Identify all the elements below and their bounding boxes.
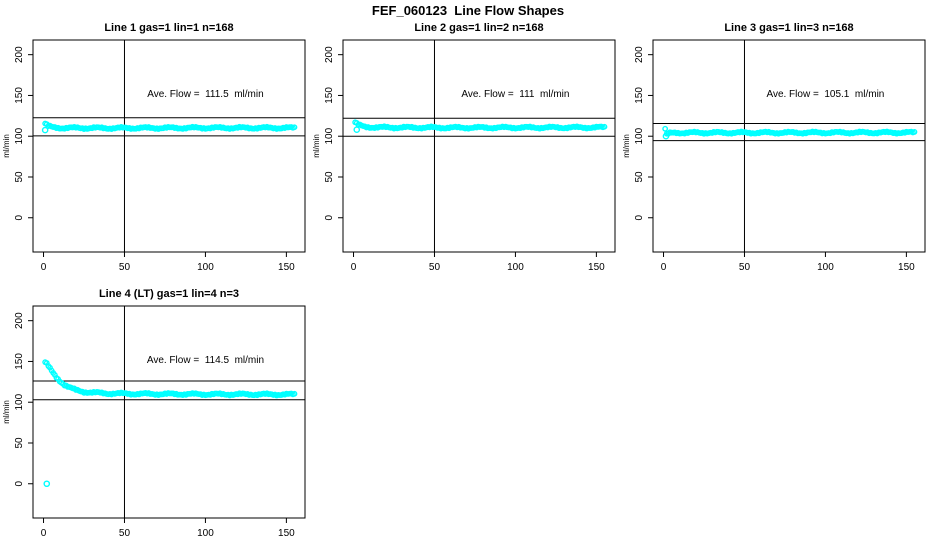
x-tick-label: 50	[119, 528, 131, 539]
y-axis-label: ml/min	[312, 134, 321, 158]
data-point	[291, 124, 298, 131]
y-tick-label: 50	[634, 171, 645, 183]
y-tick-label: 200	[324, 46, 335, 63]
y-tick-label: 0	[634, 215, 645, 221]
data-point	[291, 390, 298, 397]
x-tick-label: 50	[739, 262, 751, 273]
y-tick-label: 50	[14, 437, 25, 449]
y-tick-label: 50	[14, 171, 25, 183]
outlier-point	[353, 126, 361, 133]
panel-3-title: Line 3 gas=1 lin=3 n=168	[724, 22, 854, 34]
y-tick-label: 0	[14, 215, 25, 221]
axis-box	[652, 39, 926, 253]
x-tick-label: 100	[197, 262, 214, 273]
y-tick-label: 150	[14, 87, 25, 104]
avg-flow-annotation: Ave. Flow = 111 ml/min	[461, 89, 569, 100]
y-tick-label: 0	[324, 215, 335, 221]
data-point	[662, 125, 669, 132]
y-tick-label: 100	[14, 127, 25, 144]
x-tick-label: 0	[351, 262, 357, 273]
y-tick-label: 50	[324, 171, 335, 183]
panel-2-plot: Ave. Flow = 111 ml/min 0 50 100 150 0 50 100 15…	[312, 39, 616, 273]
y-tick-label: 200	[634, 46, 645, 63]
panel-1-plot: Ave. Flow = 111.5 ml/min 0 50 100 150 0 50 100…	[2, 39, 306, 273]
avg-flow-annotation: Ave. Flow = 111.5 ml/min	[147, 89, 263, 100]
x-tick-label: 150	[898, 262, 915, 273]
panel-line-4: Line 4 (LT) gas=1 lin=4 n=3 Ave. Flow = …	[0, 286, 312, 540]
x-tick-label: 100	[817, 262, 834, 273]
panel-2-title: Line 2 gas=1 lin=2 n=168	[414, 22, 544, 34]
avg-flow-annotation: Ave. Flow = 114.5 ml/min	[147, 355, 264, 366]
outlier-point	[41, 126, 49, 134]
y-tick-label: 100	[14, 393, 25, 410]
y-tick-label: 0	[14, 481, 25, 487]
y-tick-label: 100	[634, 127, 645, 144]
panel-line-3: Line 3 gas=1 lin=3 n=168 Ave. Flow = 105…	[620, 20, 932, 280]
panel-3-plot: Ave. Flow = 105.1 ml/min 0 50 100 150 0 50 100…	[622, 39, 926, 273]
y-tick-label: 150	[14, 353, 25, 370]
panel-line-1: Line 1 gas=1 lin=1 n=168 Ave. Flow = 111…	[0, 20, 312, 280]
x-tick-label: 100	[197, 528, 214, 539]
data-point	[911, 128, 918, 135]
y-axis-label: ml/min	[2, 400, 11, 424]
y-axis-label: ml/min	[622, 134, 631, 158]
outlier-point	[662, 132, 670, 140]
panel-line-2: Line 2 gas=1 lin=2 n=168 Ave. Flow = 111…	[310, 20, 622, 280]
y-tick-label: 200	[14, 312, 25, 329]
y-tick-label: 200	[14, 46, 25, 63]
avg-flow-annotation: Ave. Flow = 105.1 ml/min	[766, 89, 884, 100]
x-tick-label: 50	[429, 262, 441, 273]
panel-1-title: Line 1 gas=1 lin=1 n=168	[104, 22, 234, 34]
x-tick-label: 50	[119, 262, 131, 273]
x-tick-label: 150	[588, 262, 605, 273]
panel-4-plot: Ave. Flow = 114.5 ml/min 0 50 100 150 0 50 100…	[2, 305, 306, 539]
y-tick-label: 150	[634, 87, 645, 104]
x-tick-label: 150	[278, 528, 295, 539]
axis-box	[342, 39, 616, 253]
axis-box	[32, 39, 306, 253]
x-tick-label: 0	[41, 262, 47, 273]
axis-box	[32, 305, 306, 519]
x-tick-label: 0	[661, 262, 667, 273]
x-tick-label: 0	[41, 528, 47, 539]
y-tick-label: 150	[324, 87, 335, 104]
data-point	[601, 123, 608, 130]
x-tick-label: 100	[507, 262, 524, 273]
x-tick-label: 150	[278, 262, 295, 273]
y-tick-label: 100	[324, 127, 335, 144]
outlier-point	[43, 480, 51, 488]
figure-title: FEF_060123 Line Flow Shapes	[371, 3, 565, 18]
y-axis-label: ml/min	[2, 134, 11, 158]
panel-4-title: Line 4 (LT) gas=1 lin=4 n=3	[98, 288, 240, 300]
